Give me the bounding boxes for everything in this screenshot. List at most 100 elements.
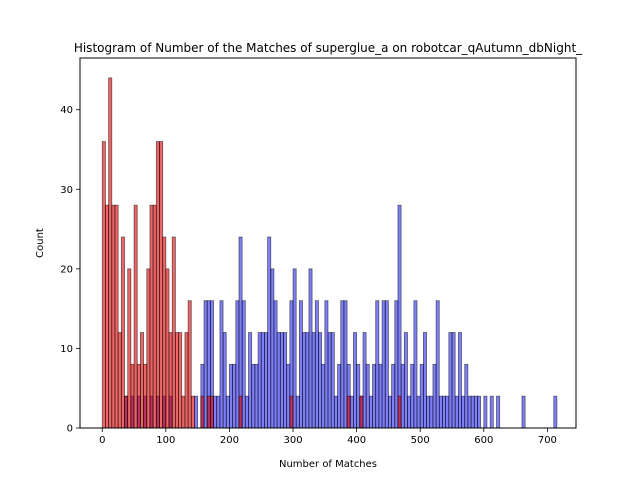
- histogram-bar-series-1-56: [349, 395, 354, 429]
- histogram-bar-series-1-15: [219, 300, 224, 429]
- histogram-bar-series-1-69: [391, 363, 396, 429]
- histogram-bar-series-2-11: [136, 363, 141, 429]
- histogram-bar-series-2-30: [206, 395, 211, 429]
- histogram-bar-series-1-44: [311, 332, 316, 429]
- histogram-bar-series-1-90: [457, 332, 462, 429]
- histogram-bar-series-1-39: [295, 395, 300, 429]
- histogram-bar-series-1-78: [419, 363, 424, 429]
- histogram-bar-series-2-4: [114, 204, 119, 429]
- histogram-bar-series-1-16: [222, 332, 227, 429]
- x-tick-label-3: 300: [283, 435, 302, 446]
- histogram-bar-series-1-35: [283, 332, 288, 429]
- histogram-bar-series-1-18: [229, 363, 234, 429]
- histogram-bar-series-2-14: [146, 268, 151, 429]
- x-tick-label-1: 100: [156, 435, 175, 446]
- histogram-bar-series-2-7: [124, 395, 129, 429]
- histogram-bar-series-1-63: [372, 363, 377, 429]
- histogram-bar-series-1-19: [232, 363, 237, 429]
- histogram-bar-series-2-5: [117, 332, 122, 429]
- histogram-bar-series-1-20: [235, 300, 240, 429]
- histogram-bar-series-1-34: [279, 332, 284, 429]
- histogram-bar-series-1-42: [305, 332, 310, 429]
- y-tick-label-1: 10: [60, 344, 73, 355]
- histogram-bar-series-1-99: [496, 395, 501, 429]
- y-axis-label: Count: [35, 228, 46, 258]
- histogram-bar-series-1-70: [394, 300, 399, 429]
- histogram-bar-series-2-22: [171, 236, 176, 429]
- histogram-bar-series-1-73: [403, 332, 408, 429]
- histogram-bar-series-1-95: [473, 395, 478, 429]
- x-axis-ticks: 0 100 200 300 400 500 600 700: [99, 428, 557, 446]
- histogram-bar-series-1-61: [365, 363, 370, 429]
- histogram-bar-series-2-33: [289, 395, 294, 429]
- histogram-bar-series-2-20: [165, 268, 170, 429]
- histogram-bar-series-1-17: [225, 395, 230, 429]
- histogram-bar-series-1-101: [553, 395, 558, 429]
- histogram-bar-series-2-19: [162, 236, 167, 429]
- histogram-bar-series-1-67: [384, 300, 389, 429]
- histogram-bar-series-2-28: [190, 395, 195, 429]
- histogram-bar-series-2-13: [143, 363, 148, 429]
- x-tick-label-2: 200: [220, 435, 239, 446]
- histogram-bar-series-2-6: [120, 236, 125, 429]
- histogram-bar-series-1-91: [461, 395, 466, 429]
- histogram-bar-series-1-80: [426, 395, 431, 429]
- histogram-bar-series-1-79: [422, 332, 427, 429]
- plot-area-frame: [79, 57, 577, 429]
- histogram-bar-series-1-98: [489, 395, 494, 429]
- x-tick-label-7: 700: [538, 435, 557, 446]
- histogram-bar-series-2-34: [346, 395, 351, 429]
- histogram-bar-series-1-10: [203, 300, 208, 429]
- histogram-bar-series-2-16: [152, 204, 157, 429]
- histogram-bar-series-1-76: [413, 300, 418, 429]
- histogram-bar-series-2-18: [159, 141, 164, 429]
- histogram-bar-series-2-36: [397, 395, 402, 429]
- histogram-bar-series-1-100: [521, 395, 526, 429]
- histogram-bar-series-1-60: [362, 332, 367, 429]
- histogram-bar-series-1-8: [194, 395, 199, 429]
- histogram-bar-series-1-49: [327, 332, 332, 429]
- histogram-bar-series-1-88: [451, 332, 456, 429]
- histogram-bar-series-2-3: [111, 204, 116, 429]
- histogram-bar-series-2-32: [238, 395, 243, 429]
- y-tick-label-0: 0: [67, 424, 73, 435]
- histogram-bar-series-2-25: [181, 395, 186, 429]
- histogram-bar-series-2-29: [200, 395, 205, 429]
- histogram-bar-series-1-45: [314, 300, 319, 429]
- y-axis-ticks: 0 10 20 30 40: [60, 105, 80, 435]
- x-tick-label-4: 400: [347, 435, 366, 446]
- histogram-bar-series-1-24: [248, 332, 253, 429]
- histogram-bar-series-1-23: [244, 395, 249, 429]
- histogram-bar-series-1-72: [400, 363, 405, 429]
- y-tick-label-3: 30: [60, 185, 73, 196]
- histogram-bar-series-1-57: [353, 332, 358, 429]
- histogram-bar-series-1-68: [388, 395, 392, 429]
- histogram-bar-series-2-21: [168, 332, 173, 429]
- histogram-bar-series-1-77: [416, 395, 421, 429]
- histogram-bar-series-1-53: [340, 300, 345, 429]
- histogram-bar-series-1-32: [273, 300, 278, 429]
- histogram-bar-series-1-62: [368, 395, 373, 429]
- histogram-bar-series-1-96: [477, 395, 482, 429]
- histogram-bar-series-1-30: [267, 236, 272, 429]
- histogram-bar-series-1-27: [257, 332, 262, 429]
- histogram-bar-series-1-93: [467, 395, 472, 429]
- histogram-bar-series-1-89: [454, 395, 459, 429]
- y-tick-label-2: 20: [60, 264, 73, 275]
- histogram-bar-series-1-43: [308, 268, 313, 429]
- histogram-bar-series-1-71: [397, 204, 402, 429]
- histogram-bar-series-1-84: [438, 395, 443, 429]
- histogram-bar-series-1-97: [483, 395, 488, 429]
- histogram-bar-series-2-35: [359, 395, 364, 429]
- chart-title: Histogram of Number of the Matches of su…: [74, 41, 583, 55]
- histogram-bar-series-1-47: [321, 363, 326, 429]
- histogram-bar-series-1-31: [270, 268, 275, 429]
- histogram-bar-series-1-64: [375, 300, 380, 429]
- histogram-bar-series-2-0: [101, 141, 106, 429]
- histogram-bar-series-2-23: [174, 332, 179, 429]
- histogram-bar-series-1-25: [251, 363, 256, 429]
- histogram-bar-series-2-9: [130, 363, 135, 429]
- histogram-bar-series-2-8: [127, 268, 132, 429]
- histogram-bar-series-1-51: [333, 395, 338, 429]
